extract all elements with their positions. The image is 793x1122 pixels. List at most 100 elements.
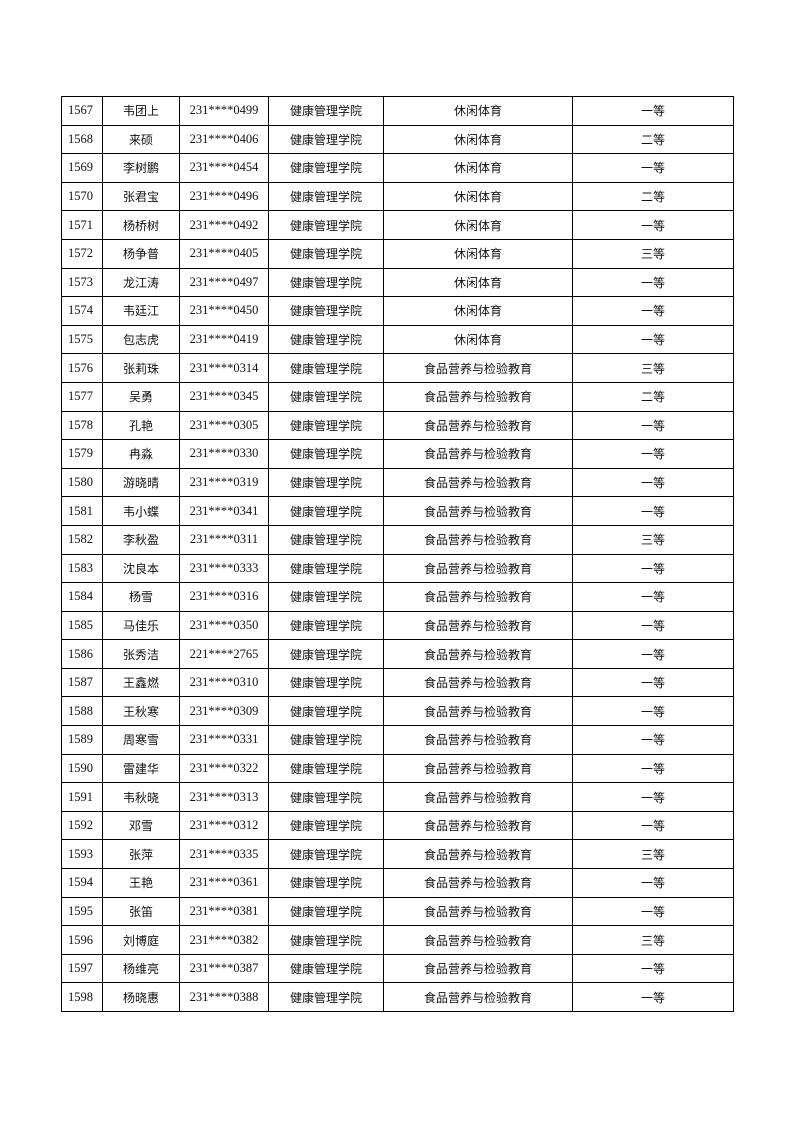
row-number: 1576 bbox=[61, 353, 103, 383]
major: 食品营养与检验教育 bbox=[383, 696, 573, 727]
table-row: 1585 马佳乐 231****0350 健康管理学院 食品营养与检验教育 一等 bbox=[61, 610, 734, 641]
college: 健康管理学院 bbox=[268, 324, 384, 355]
student-name: 杨雪 bbox=[102, 582, 180, 612]
row-number: 1595 bbox=[61, 896, 103, 927]
student-id: 231****0419 bbox=[179, 324, 269, 355]
major: 食品营养与检验教育 bbox=[383, 553, 573, 584]
award-grade: 一等 bbox=[572, 467, 734, 498]
row-number: 1597 bbox=[61, 953, 103, 984]
award-grade: 一等 bbox=[572, 667, 734, 698]
student-name: 韦团上 bbox=[102, 96, 180, 126]
student-name: 王艳 bbox=[102, 868, 180, 898]
table-row: 1591 韦秋晓 231****0313 健康管理学院 食品营养与检验教育 一等 bbox=[61, 782, 734, 812]
row-number: 1591 bbox=[61, 782, 103, 812]
award-grade: 一等 bbox=[572, 610, 734, 641]
major: 食品营养与检验教育 bbox=[383, 439, 573, 469]
award-list-table: 1567 韦团上 231****0499 健康管理学院 休闲体育 一等 1568 来硕 231*… bbox=[61, 96, 734, 1012]
student-id: 231****0499 bbox=[179, 96, 269, 126]
award-grade: 三等 bbox=[572, 524, 734, 555]
student-name: 冉淼 bbox=[102, 439, 180, 469]
college: 健康管理学院 bbox=[268, 410, 384, 441]
table-row: 1586 张秀洁 221****2765 健康管理学院 食品营养与检验教育 一等 bbox=[61, 639, 734, 669]
college: 健康管理学院 bbox=[268, 467, 384, 498]
award-grade: 一等 bbox=[572, 868, 734, 898]
major: 食品营养与检验教育 bbox=[383, 582, 573, 612]
student-id: 231****0331 bbox=[179, 725, 269, 755]
row-number: 1577 bbox=[61, 381, 103, 412]
award-grade: 一等 bbox=[572, 953, 734, 984]
student-id: 231****0319 bbox=[179, 467, 269, 498]
row-number: 1593 bbox=[61, 839, 103, 870]
major: 食品营养与检验教育 bbox=[383, 381, 573, 412]
student-name: 孔艳 bbox=[102, 410, 180, 441]
student-id: 231****0310 bbox=[179, 667, 269, 698]
table-row: 1571 杨桥树 231****0492 健康管理学院 休闲体育 一等 bbox=[61, 210, 734, 240]
table-row: 1569 李树鹏 231****0454 健康管理学院 休闲体育 一等 bbox=[61, 153, 734, 183]
award-grade: 一等 bbox=[572, 782, 734, 812]
college: 健康管理学院 bbox=[268, 210, 384, 240]
table-row: 1595 张笛 231****0381 健康管理学院 食品营养与检验教育 一等 bbox=[61, 896, 734, 927]
table-row: 1567 韦团上 231****0499 健康管理学院 休闲体育 一等 bbox=[61, 96, 734, 126]
student-name: 李秋盈 bbox=[102, 524, 180, 555]
student-id: 231****0335 bbox=[179, 839, 269, 870]
table-row: 1573 龙江涛 231****0497 健康管理学院 休闲体育 一等 bbox=[61, 267, 734, 298]
table-row: 1578 孔艳 231****0305 健康管理学院 食品营养与检验教育 一等 bbox=[61, 410, 734, 441]
student-id: 231****0314 bbox=[179, 353, 269, 383]
student-name: 韦秋晓 bbox=[102, 782, 180, 812]
student-name: 周寒雪 bbox=[102, 725, 180, 755]
row-number: 1584 bbox=[61, 582, 103, 612]
student-name: 马佳乐 bbox=[102, 610, 180, 641]
college: 健康管理学院 bbox=[268, 982, 384, 1012]
college: 健康管理学院 bbox=[268, 953, 384, 984]
table-row: 1598 杨晓惠 231****0388 健康管理学院 食品营养与检验教育 一等 bbox=[61, 982, 734, 1012]
major: 休闲体育 bbox=[383, 124, 573, 155]
row-number: 1570 bbox=[61, 181, 103, 212]
major: 休闲体育 bbox=[383, 210, 573, 240]
row-number: 1588 bbox=[61, 696, 103, 727]
major: 食品营养与检验教育 bbox=[383, 810, 573, 841]
college: 健康管理学院 bbox=[268, 925, 384, 955]
table-row: 1580 游晓晴 231****0319 健康管理学院 食品营养与检验教育 一等 bbox=[61, 467, 734, 498]
student-name: 李树鹏 bbox=[102, 153, 180, 183]
award-grade: 三等 bbox=[572, 925, 734, 955]
row-number: 1580 bbox=[61, 467, 103, 498]
row-number: 1594 bbox=[61, 868, 103, 898]
row-number: 1592 bbox=[61, 810, 103, 841]
college: 健康管理学院 bbox=[268, 353, 384, 383]
major: 食品营养与检验教育 bbox=[383, 410, 573, 441]
student-id: 231****0388 bbox=[179, 982, 269, 1012]
major: 食品营养与检验教育 bbox=[383, 925, 573, 955]
student-name: 来硕 bbox=[102, 124, 180, 155]
award-grade: 一等 bbox=[572, 210, 734, 240]
student-id: 231****0381 bbox=[179, 896, 269, 927]
major: 食品营养与检验教育 bbox=[383, 639, 573, 669]
college: 健康管理学院 bbox=[268, 124, 384, 155]
award-grade: 三等 bbox=[572, 238, 734, 269]
award-grade: 三等 bbox=[572, 839, 734, 870]
table-row: 1570 张君宝 231****0496 健康管理学院 休闲体育 二等 bbox=[61, 181, 734, 212]
student-name: 包志虎 bbox=[102, 324, 180, 355]
row-number: 1579 bbox=[61, 439, 103, 469]
table-row: 1590 雷建华 231****0322 健康管理学院 食品营养与检验教育 一等 bbox=[61, 753, 734, 784]
student-id: 231****0492 bbox=[179, 210, 269, 240]
college: 健康管理学院 bbox=[268, 810, 384, 841]
row-number: 1571 bbox=[61, 210, 103, 240]
table-row: 1577 吴勇 231****0345 健康管理学院 食品营养与检验教育 二等 bbox=[61, 381, 734, 412]
row-number: 1581 bbox=[61, 496, 103, 526]
table-row: 1574 韦廷江 231****0450 健康管理学院 休闲体育 一等 bbox=[61, 296, 734, 326]
row-number: 1582 bbox=[61, 524, 103, 555]
award-grade: 一等 bbox=[572, 153, 734, 183]
student-name: 韦廷江 bbox=[102, 296, 180, 326]
college: 健康管理学院 bbox=[268, 238, 384, 269]
row-number: 1598 bbox=[61, 982, 103, 1012]
college: 健康管理学院 bbox=[268, 381, 384, 412]
student-name: 杨桥树 bbox=[102, 210, 180, 240]
college: 健康管理学院 bbox=[268, 267, 384, 298]
row-number: 1568 bbox=[61, 124, 103, 155]
student-id: 231****0312 bbox=[179, 810, 269, 841]
student-name: 张秀洁 bbox=[102, 639, 180, 669]
college: 健康管理学院 bbox=[268, 524, 384, 555]
student-name: 张莉珠 bbox=[102, 353, 180, 383]
award-grade: 一等 bbox=[572, 982, 734, 1012]
student-id: 231****0305 bbox=[179, 410, 269, 441]
